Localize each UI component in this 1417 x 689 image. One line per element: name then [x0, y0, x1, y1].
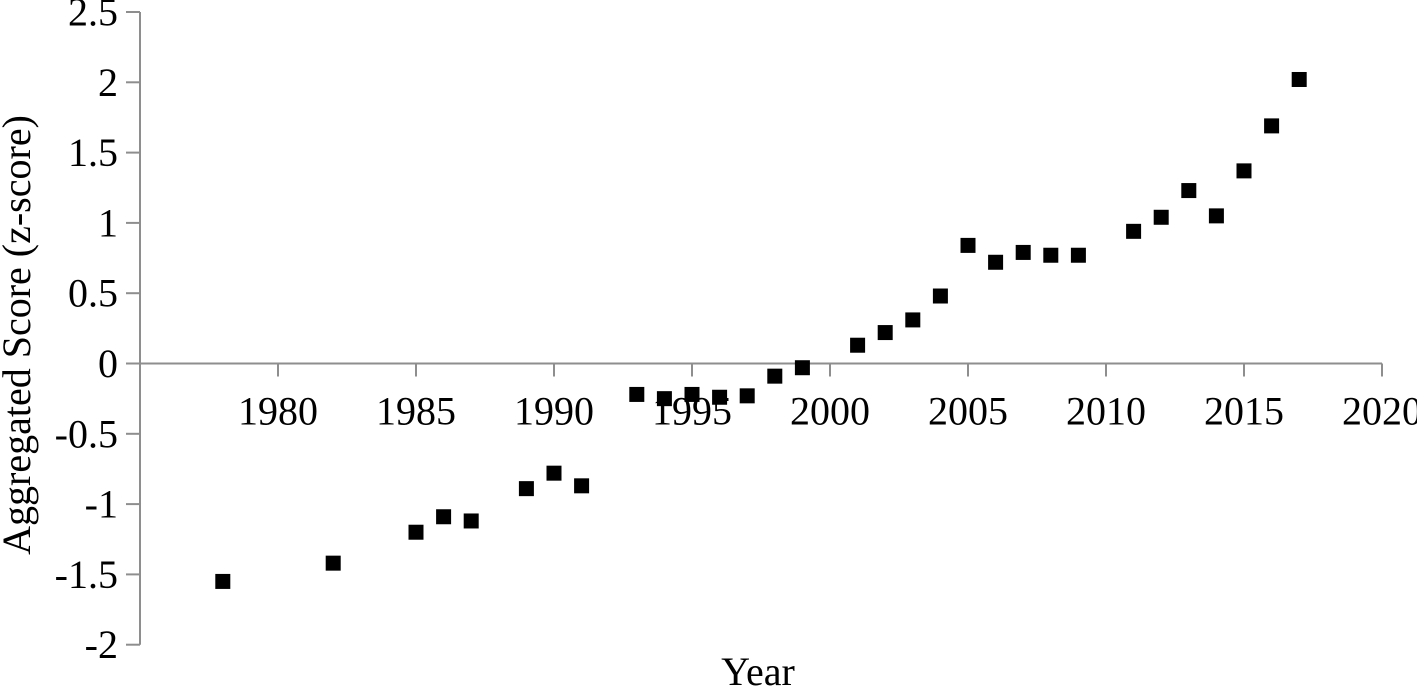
- y-tick-label: -1: [85, 482, 118, 527]
- y-tick-label: 1.5: [68, 130, 118, 175]
- data-point: [905, 312, 921, 328]
- data-point: [1208, 208, 1224, 224]
- data-point: [1236, 163, 1252, 179]
- data-point: [518, 481, 534, 497]
- y-tick-label: 2.5: [68, 0, 118, 35]
- data-point: [877, 325, 893, 341]
- y-tick-label: 0.5: [68, 271, 118, 316]
- data-point: [988, 254, 1004, 270]
- data-point: [436, 509, 452, 525]
- data-point: [1291, 71, 1307, 87]
- data-point: [712, 389, 728, 405]
- x-axis-title: Year: [721, 649, 795, 689]
- data-point: [767, 368, 783, 384]
- data-point: [1015, 244, 1031, 260]
- data-point: [1070, 247, 1086, 263]
- points-layer: [215, 71, 1307, 589]
- data-point: [960, 237, 976, 253]
- data-point: [1264, 118, 1280, 134]
- data-point: [739, 388, 755, 404]
- data-point: [932, 288, 948, 304]
- data-point: [656, 391, 672, 407]
- data-point: [1043, 247, 1059, 263]
- y-tick-label: 1: [98, 200, 118, 245]
- data-point: [408, 524, 424, 540]
- x-tick-label: 2000: [790, 389, 870, 434]
- y-tick-label: -1.5: [55, 552, 118, 597]
- data-point: [215, 573, 231, 589]
- data-point: [794, 360, 810, 376]
- x-tick-label: 1990: [514, 389, 594, 434]
- data-point: [629, 386, 645, 402]
- y-tick-label: -0.5: [55, 411, 118, 456]
- y-axis-title: Aggregated Score (z-score): [0, 115, 39, 555]
- x-tick-label: 2020: [1342, 389, 1417, 434]
- x-tick-label: 2015: [1204, 389, 1284, 434]
- x-tick-label: 2005: [928, 389, 1008, 434]
- y-tick-label: 2: [98, 60, 118, 105]
- x-tick-label: 1985: [376, 389, 456, 434]
- x-tick-label: 2010: [1066, 389, 1146, 434]
- y-tick-label: -2: [85, 622, 118, 667]
- data-point: [1153, 209, 1169, 225]
- data-point: [463, 513, 479, 529]
- y-tick-label: 0: [98, 341, 118, 386]
- data-point: [684, 386, 700, 402]
- data-point: [546, 465, 562, 481]
- data-point: [574, 478, 590, 494]
- x-tick-label: 1980: [238, 389, 318, 434]
- data-point: [325, 555, 341, 571]
- data-point: [1181, 183, 1197, 199]
- data-point: [850, 337, 866, 353]
- data-point: [1126, 223, 1142, 239]
